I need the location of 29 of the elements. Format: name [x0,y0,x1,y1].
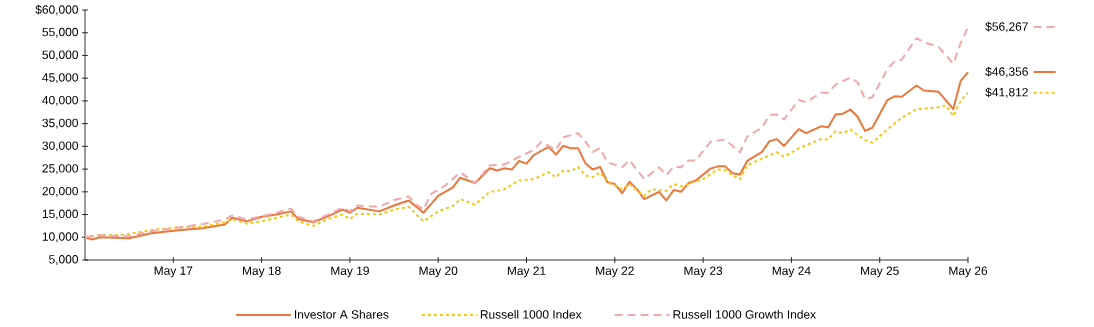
legend-label: Russell 1000 Index [480,309,582,319]
y-tick-label: $60,000 [35,4,79,16]
y-tick-label: 45,000 [42,73,79,84]
y-tick-label: 35,000 [42,118,79,129]
y-tick-label: 20,000 [42,186,79,197]
y-tick-label: 5,000 [49,255,79,265]
y-tick-label: 40,000 [42,95,79,106]
x-tick-label: May 20 [419,266,458,278]
y-tick-label: 15,000 [42,209,79,220]
y-tick-label: 10,000 [42,232,79,243]
y-tick-label: 25,000 [42,164,79,175]
y-tick-label: 50,000 [42,50,79,61]
legend-label: Russell 1000 Growth Index [673,309,816,319]
x-tick-label: May 26 [949,266,988,278]
line-series [84,25,970,239]
y-tick-label: 55,000 [42,27,79,38]
annotation: $41,812 [985,87,1028,98]
x-tick-label: May 18 [242,266,281,278]
x-tick-label: May 25 [861,266,899,278]
x-tick-label: May 24 [772,266,811,278]
x-tick-label: May 23 [684,266,723,278]
annotation: $46,356 [985,66,1028,78]
x-tick-label: May 21 [507,266,546,278]
x-tick-label: May 22 [596,266,634,278]
y-tick-label: 30,000 [42,141,79,152]
x-tick-label: May 19 [331,266,369,278]
x-tick-label: May 17 [154,266,193,278]
legend-label: Investor A Shares [295,309,389,319]
annotation: $56,267 [985,21,1028,33]
